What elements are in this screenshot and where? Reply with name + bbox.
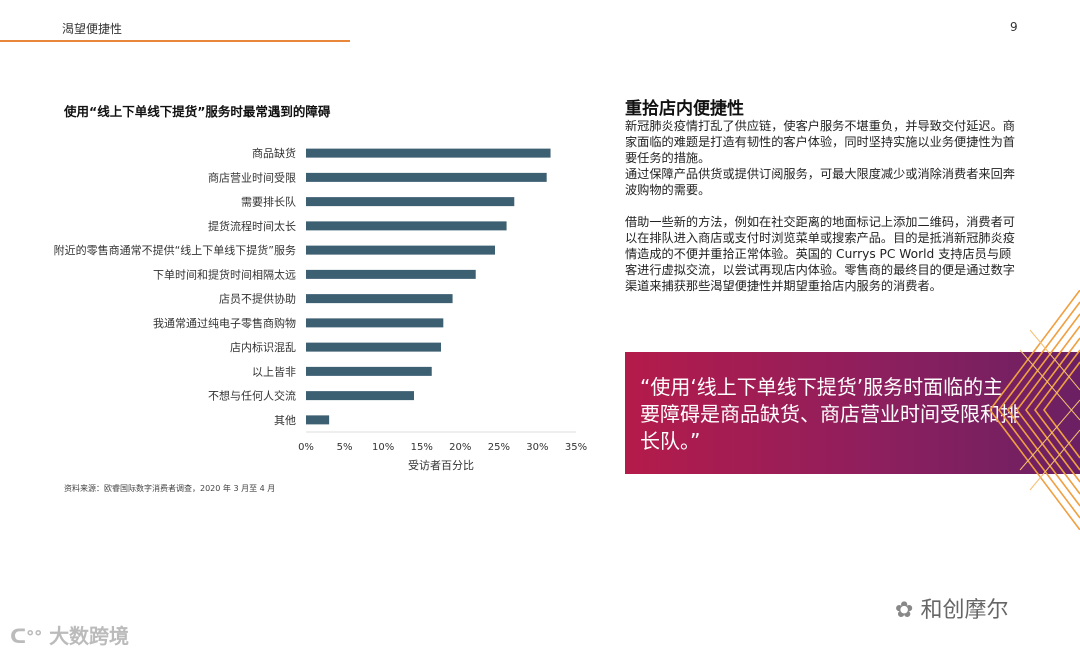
x-tick-label: 25% <box>488 442 510 453</box>
chart-title: 使用“线上下单线下提货”服务时最常遇到的障碍 <box>64 104 331 119</box>
bar <box>306 197 515 207</box>
paragraph-2: 通过保障产品供货或提供订阅服务，可最大限度减少或消除消费者来回奔波购物的需要。 <box>625 167 1015 197</box>
x-tick-label: 30% <box>526 442 548 453</box>
section-body: 新冠肺炎疫情打乱了供应链，使客户服务不堪重负，并导致交付延迟。商家面临的难题是打… <box>625 118 1020 294</box>
header-title: 渴望便捷性 <box>62 22 123 36</box>
bar <box>306 342 441 352</box>
bar <box>306 172 547 182</box>
bar <box>306 415 330 425</box>
category-label: 下单时间和提货时间相隔太远 <box>153 267 296 281</box>
bar <box>306 269 476 279</box>
wechat-icon: ✿ <box>895 598 914 623</box>
category-label: 提货流程时间太长 <box>208 219 296 233</box>
category-label: 需要排长队 <box>241 195 296 209</box>
x-tick-label: 0% <box>298 442 314 453</box>
category-label: 商品缺货 <box>252 146 296 160</box>
category-label: 其他 <box>274 414 296 427</box>
category-label: 附近的零售商通常不提供“线上下单线下提货”服务 <box>54 243 296 257</box>
category-label: 商店营业时间受限 <box>208 170 296 184</box>
bar <box>306 245 495 255</box>
bar-chart: 商品缺货商店营业时间受限需要排长队提货流程时间太长附近的零售商通常不提供“线上下… <box>54 146 588 472</box>
category-label: 不想与任何人交流 <box>208 389 296 403</box>
bar <box>306 318 444 328</box>
category-label: 店内标识混乱 <box>230 340 296 354</box>
bar <box>306 391 414 401</box>
quote-text: “使用‘线上下单线下提货’服务时面临的主要障碍是商品缺货、商店营业时间受限和排长… <box>640 375 1020 453</box>
category-label: 以上皆非 <box>252 365 296 378</box>
paragraph-1: 新冠肺炎疫情打乱了供应链，使客户服务不堪重负，并导致交付延迟。商家面临的难题是打… <box>625 119 1015 165</box>
paragraph-3: 借助一些新的方法，例如在社交距离的地面标记上添加二维码，消费者可以在排队进入商店… <box>625 215 1015 293</box>
bar <box>306 221 507 231</box>
category-label: 我通常通过纯电子零售商购物 <box>153 316 296 330</box>
watermark-right: ✿ 和创摩尔 <box>895 598 1009 623</box>
header-divider <box>0 40 350 42</box>
x-tick-label: 5% <box>337 442 353 453</box>
category-label: 店员不提供协助 <box>219 292 296 306</box>
bar <box>306 366 432 376</box>
quote-box <box>625 352 1080 474</box>
watermark-left: ᑕᐤᐤ 大数跨境 <box>10 624 130 648</box>
decorative-lattice <box>990 290 1080 530</box>
bar <box>306 294 453 304</box>
x-axis-label: 受访者百分比 <box>408 459 474 472</box>
page-number: 9 <box>1010 20 1018 34</box>
bar <box>306 148 551 158</box>
source-note: 资料来源：欧睿国际数字消费者调查，2020 年 3 月至 4 月 <box>64 484 276 493</box>
x-tick-label: 15% <box>411 442 433 453</box>
x-tick-label: 35% <box>565 442 587 453</box>
x-tick-label: 10% <box>372 442 394 453</box>
section-title: 重拾店内便捷性 <box>625 99 744 119</box>
x-tick-label: 20% <box>449 442 471 453</box>
